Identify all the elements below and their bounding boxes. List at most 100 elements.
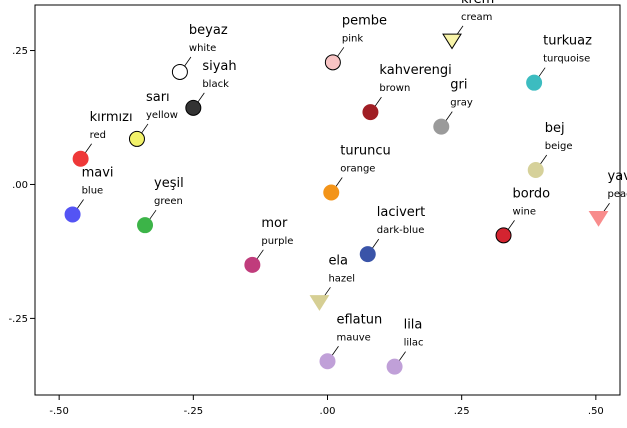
point-dark-blue: lacivert dark-blue [359, 205, 425, 263]
gloss-label: mauve [337, 332, 371, 343]
marker-circle [319, 353, 336, 370]
term-label: bej [545, 121, 565, 136]
marker-circle [359, 246, 376, 263]
term-label: pembe [342, 13, 387, 28]
point-wine: bordo wine [495, 186, 551, 244]
x-tick-label: -.25 [184, 406, 204, 417]
gloss-label: brown [379, 83, 410, 94]
point-brown: kahverengi brown [362, 63, 452, 121]
term-label: lila [404, 318, 423, 333]
leader-line [371, 238, 380, 250]
term-label: ela [328, 253, 348, 268]
leader-line [196, 92, 205, 104]
point-beige: bej beige [527, 121, 573, 178]
marker-circle [137, 217, 154, 234]
term-label: krem [461, 0, 494, 7]
term-label: siyah [202, 59, 236, 74]
term-label: mavi [82, 165, 114, 180]
marker-circle [324, 54, 341, 71]
marker-circle [526, 74, 543, 91]
gloss-label: wine [513, 206, 536, 217]
leader-line [507, 220, 515, 231]
term-label: beyaz [189, 23, 228, 38]
point-mauve: eflatun mauve [319, 312, 383, 370]
gloss-label: dark-blue [377, 225, 425, 236]
marker-triangle [442, 33, 462, 50]
term-label: turkuaz [543, 34, 592, 49]
point-turquoise: turkuaz turquoise [526, 34, 592, 91]
point-white: beyaz white [171, 23, 228, 80]
points: beyaz white siyah black sarı yellow kırmızı red… [64, 0, 627, 375]
gloss-label: lilac [404, 338, 424, 349]
marker-circle [185, 99, 202, 116]
point-blue: mavi blue [64, 165, 114, 223]
marker-circle [72, 150, 89, 167]
gloss-label: orange [340, 164, 375, 175]
point-lilac: lila lilac [386, 318, 424, 375]
term-label: mor [261, 216, 288, 231]
gloss-label: yellow [146, 110, 178, 121]
term-label: yeşil [154, 176, 184, 191]
point-gray: gri gray [433, 78, 473, 135]
leader-line [334, 177, 343, 188]
point-yellow: sarı yellow [128, 90, 178, 147]
gloss-label: green [154, 196, 183, 207]
term-label: lacivert [377, 205, 425, 220]
gloss-label: hazel [328, 273, 355, 284]
term-label: kırmızı [90, 110, 133, 125]
marker-circle [171, 63, 188, 80]
term-label: kahverengi [379, 63, 451, 78]
marker-circle [527, 162, 544, 178]
point-cream: krem cream [442, 0, 494, 50]
marker-circle [64, 206, 81, 223]
x-tick-label: -.50 [49, 406, 69, 417]
plot-frame [34, 4, 621, 396]
point-black: siyah black [185, 59, 237, 116]
leader-line [398, 351, 406, 362]
gloss-label: red [90, 130, 106, 141]
x-tick-label: .25 [454, 406, 470, 417]
marker-circle [495, 227, 512, 244]
gloss-label: pink [342, 33, 363, 44]
leader-line [140, 123, 149, 135]
marker-circle [244, 256, 261, 273]
gloss-label: gray [450, 98, 473, 109]
gloss-label: beige [545, 141, 573, 152]
term-label: sarı [146, 90, 170, 105]
marker-circle [386, 358, 403, 375]
leader-line [76, 199, 84, 210]
term-label: eflatun [337, 312, 383, 327]
axes: -.50 -.25 .00 .25 .50 .25 .00 -.25 [8, 46, 603, 417]
gloss-label: cream [461, 12, 492, 23]
leader-line [336, 47, 345, 58]
point-orange: turuncu orange [323, 144, 391, 201]
point-peach: yavruağzı peach [588, 169, 627, 227]
point-pink: pembe pink [324, 13, 387, 71]
leader-line [183, 56, 192, 68]
leader-line [539, 154, 548, 166]
marker-triangle [309, 295, 330, 311]
marker-circle [362, 104, 379, 121]
leader-line [148, 209, 157, 221]
leader-line [444, 111, 453, 122]
x-tick-label: .00 [320, 406, 336, 417]
gloss-label: purple [261, 236, 293, 247]
leader-line [537, 67, 546, 78]
gloss-label: black [202, 79, 229, 90]
term-label: bordo [513, 186, 551, 201]
point-red: kırmızı red [72, 110, 133, 167]
term-label: gri [450, 78, 467, 93]
marker-circle [128, 130, 145, 147]
y-tick-label: -.25 [8, 314, 28, 325]
point-hazel: ela hazel [309, 253, 355, 311]
leader-line [256, 249, 264, 261]
marker-triangle [588, 210, 609, 227]
gloss-label: white [189, 43, 216, 54]
point-purple: mor purple [244, 216, 293, 273]
term-label: turuncu [340, 144, 391, 159]
point-green: yeşil green [137, 176, 184, 234]
marker-circle [323, 184, 340, 201]
gloss-label: peach [608, 189, 627, 200]
term-label: yavruağzı [608, 169, 627, 184]
